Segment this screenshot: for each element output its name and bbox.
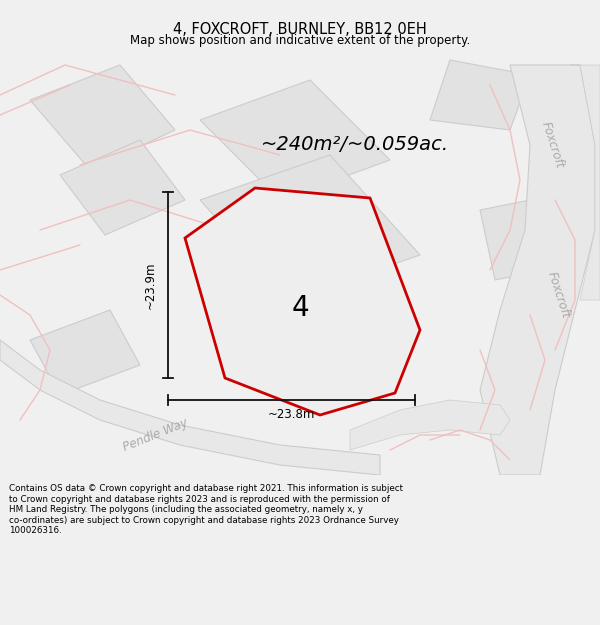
Text: ~23.9m: ~23.9m bbox=[143, 261, 157, 309]
Polygon shape bbox=[30, 65, 175, 170]
Polygon shape bbox=[60, 140, 185, 235]
Polygon shape bbox=[200, 155, 420, 300]
Polygon shape bbox=[430, 60, 530, 130]
Text: 4: 4 bbox=[291, 294, 309, 322]
Text: 4, FOXCROFT, BURNLEY, BB12 0EH: 4, FOXCROFT, BURNLEY, BB12 0EH bbox=[173, 22, 427, 37]
Polygon shape bbox=[480, 65, 595, 475]
Polygon shape bbox=[480, 195, 570, 280]
Text: Map shows position and indicative extent of the property.: Map shows position and indicative extent… bbox=[130, 34, 470, 47]
Polygon shape bbox=[350, 400, 510, 450]
Text: Foxcroft: Foxcroft bbox=[544, 270, 572, 320]
Polygon shape bbox=[220, 250, 410, 375]
Polygon shape bbox=[185, 188, 420, 415]
Text: Pendle Way: Pendle Way bbox=[121, 416, 190, 454]
Polygon shape bbox=[200, 80, 390, 200]
Text: Contains OS data © Crown copyright and database right 2021. This information is : Contains OS data © Crown copyright and d… bbox=[9, 484, 403, 535]
Polygon shape bbox=[0, 340, 380, 475]
Text: ~23.8m: ~23.8m bbox=[268, 408, 315, 421]
Text: ~240m²/~0.059ac.: ~240m²/~0.059ac. bbox=[261, 136, 449, 154]
Text: Foxcroft: Foxcroft bbox=[538, 120, 566, 170]
Polygon shape bbox=[570, 65, 600, 300]
Polygon shape bbox=[30, 310, 140, 395]
